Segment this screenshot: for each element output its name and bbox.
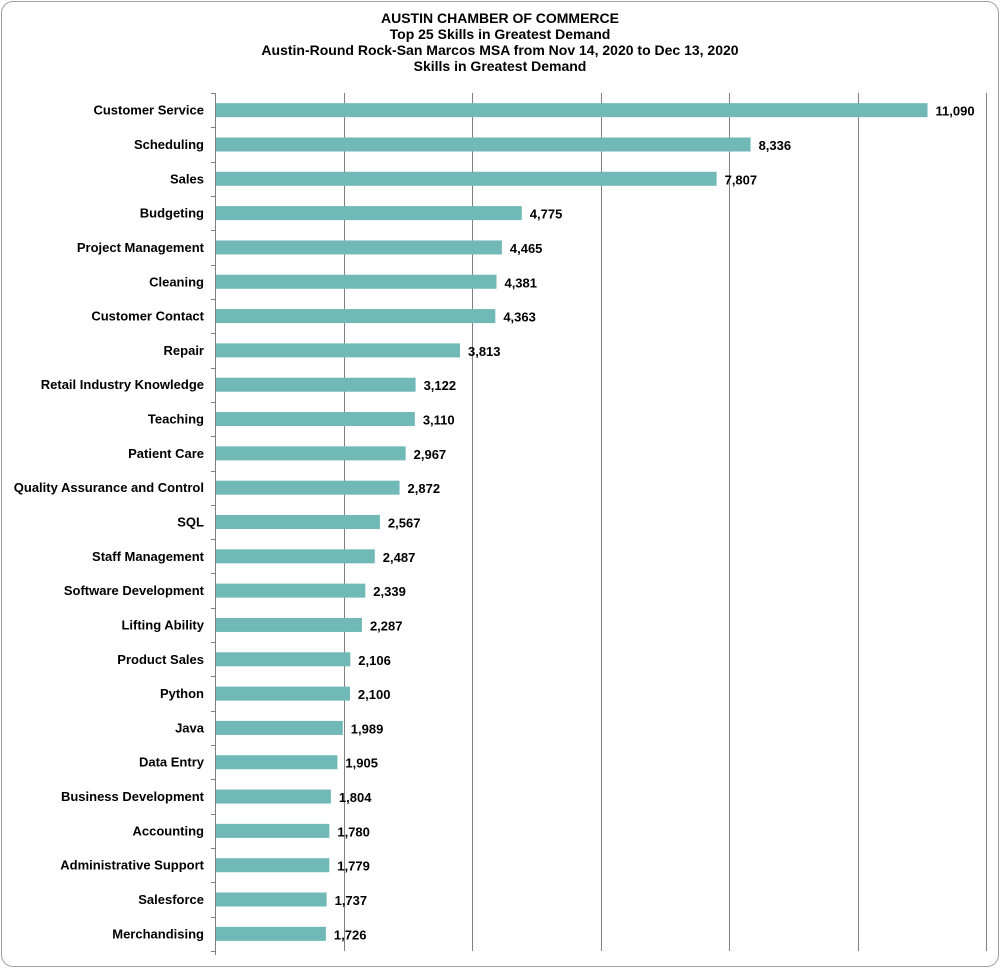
category-label-24: Salesforce xyxy=(138,892,204,907)
category-label-2: Scheduling xyxy=(134,137,204,152)
value-label-4: 4,775 xyxy=(530,207,563,222)
category-label-22: Accounting xyxy=(133,823,205,838)
category-label-13: SQL xyxy=(177,515,204,530)
bar-4 xyxy=(216,206,522,221)
category-label-9: Retail Industry Knowledge xyxy=(41,377,204,392)
category-label-7: Customer Contact xyxy=(91,309,204,324)
category-label-11: Patient Care xyxy=(128,446,204,461)
bar-11 xyxy=(216,446,406,461)
value-label-13: 2,567 xyxy=(388,516,421,531)
bar-12 xyxy=(216,480,400,495)
value-label-1: 11,090 xyxy=(936,104,975,119)
value-label-12: 2,872 xyxy=(408,481,441,496)
category-label-1: Customer Service xyxy=(93,103,204,118)
category-label-21: Business Development xyxy=(61,789,205,804)
category-label-15: Software Development xyxy=(64,583,205,598)
category-label-16: Lifting Ability xyxy=(121,617,204,632)
value-label-11: 2,967 xyxy=(414,447,447,462)
bar-19 xyxy=(216,720,343,735)
value-label-22: 1,780 xyxy=(337,824,370,839)
bar-23 xyxy=(216,858,330,873)
category-label-12: Quality Assurance and Control xyxy=(14,480,204,495)
bar-13 xyxy=(216,515,380,529)
value-label-15: 2,339 xyxy=(373,584,406,599)
bar-24 xyxy=(216,892,327,907)
category-label-20: Data Entry xyxy=(139,755,205,770)
bar-6 xyxy=(216,274,497,289)
bar-3 xyxy=(216,171,717,186)
value-label-17: 2,106 xyxy=(358,653,391,668)
category-label-5: Project Management xyxy=(77,240,205,255)
value-label-14: 2,487 xyxy=(383,550,416,565)
category-label-23: Administrative Support xyxy=(60,858,204,873)
bar-22 xyxy=(216,823,330,838)
category-label-14: Staff Management xyxy=(92,549,205,564)
value-label-23: 1,779 xyxy=(337,859,370,874)
bar-2 xyxy=(216,137,751,152)
value-label-5: 4,465 xyxy=(510,241,543,256)
value-label-3: 7,807 xyxy=(725,172,758,187)
value-label-18: 2,100 xyxy=(358,687,391,702)
value-label-21: 1,804 xyxy=(339,790,372,805)
value-label-25: 1,726 xyxy=(334,927,367,942)
value-label-8: 3,813 xyxy=(468,344,501,359)
category-label-10: Teaching xyxy=(148,412,204,427)
category-label-17: Product Sales xyxy=(117,652,204,667)
bar-21 xyxy=(216,789,331,804)
bar-20 xyxy=(216,755,338,770)
chart-title-line-2: Top 25 Skills in Greatest Demand xyxy=(389,26,611,42)
category-label-18: Python xyxy=(160,686,204,701)
bar-18 xyxy=(216,686,350,701)
value-label-20: 1,905 xyxy=(345,756,378,771)
bar-16 xyxy=(216,617,362,632)
value-label-7: 4,363 xyxy=(503,310,536,325)
bar-15 xyxy=(216,583,366,598)
bar-9 xyxy=(216,377,416,392)
category-label-8: Repair xyxy=(164,343,204,358)
category-label-4: Budgeting xyxy=(140,206,204,221)
bar-7 xyxy=(216,309,496,324)
bar-17 xyxy=(216,652,351,667)
value-label-6: 4,381 xyxy=(504,275,537,290)
bar-14 xyxy=(216,549,375,564)
value-label-10: 3,110 xyxy=(423,413,455,428)
bar-5 xyxy=(216,240,502,255)
chart-title-line-4: Skills in Greatest Demand xyxy=(413,58,587,74)
value-label-16: 2,287 xyxy=(370,618,403,633)
value-label-19: 1,989 xyxy=(351,721,384,736)
category-label-19: Java xyxy=(175,720,205,735)
category-label-3: Sales xyxy=(170,171,204,186)
bar-1 xyxy=(216,103,928,118)
category-label-25: Merchandising xyxy=(112,926,204,941)
value-label-9: 3,122 xyxy=(424,378,457,393)
value-label-24: 1,737 xyxy=(335,893,368,908)
bar-10 xyxy=(216,412,415,427)
category-label-6: Cleaning xyxy=(149,274,204,289)
value-label-2: 8,336 xyxy=(759,138,792,153)
bar-25 xyxy=(216,926,326,941)
bar-8 xyxy=(216,343,460,358)
chart-title-line-3: Austin-Round Rock-San Marcos MSA from No… xyxy=(261,42,739,58)
chart-title-block: AUSTIN CHAMBER OF COMMERCE Top 25 Skills… xyxy=(0,10,1000,74)
chart-title-line-1: AUSTIN CHAMBER OF COMMERCE xyxy=(381,10,619,26)
